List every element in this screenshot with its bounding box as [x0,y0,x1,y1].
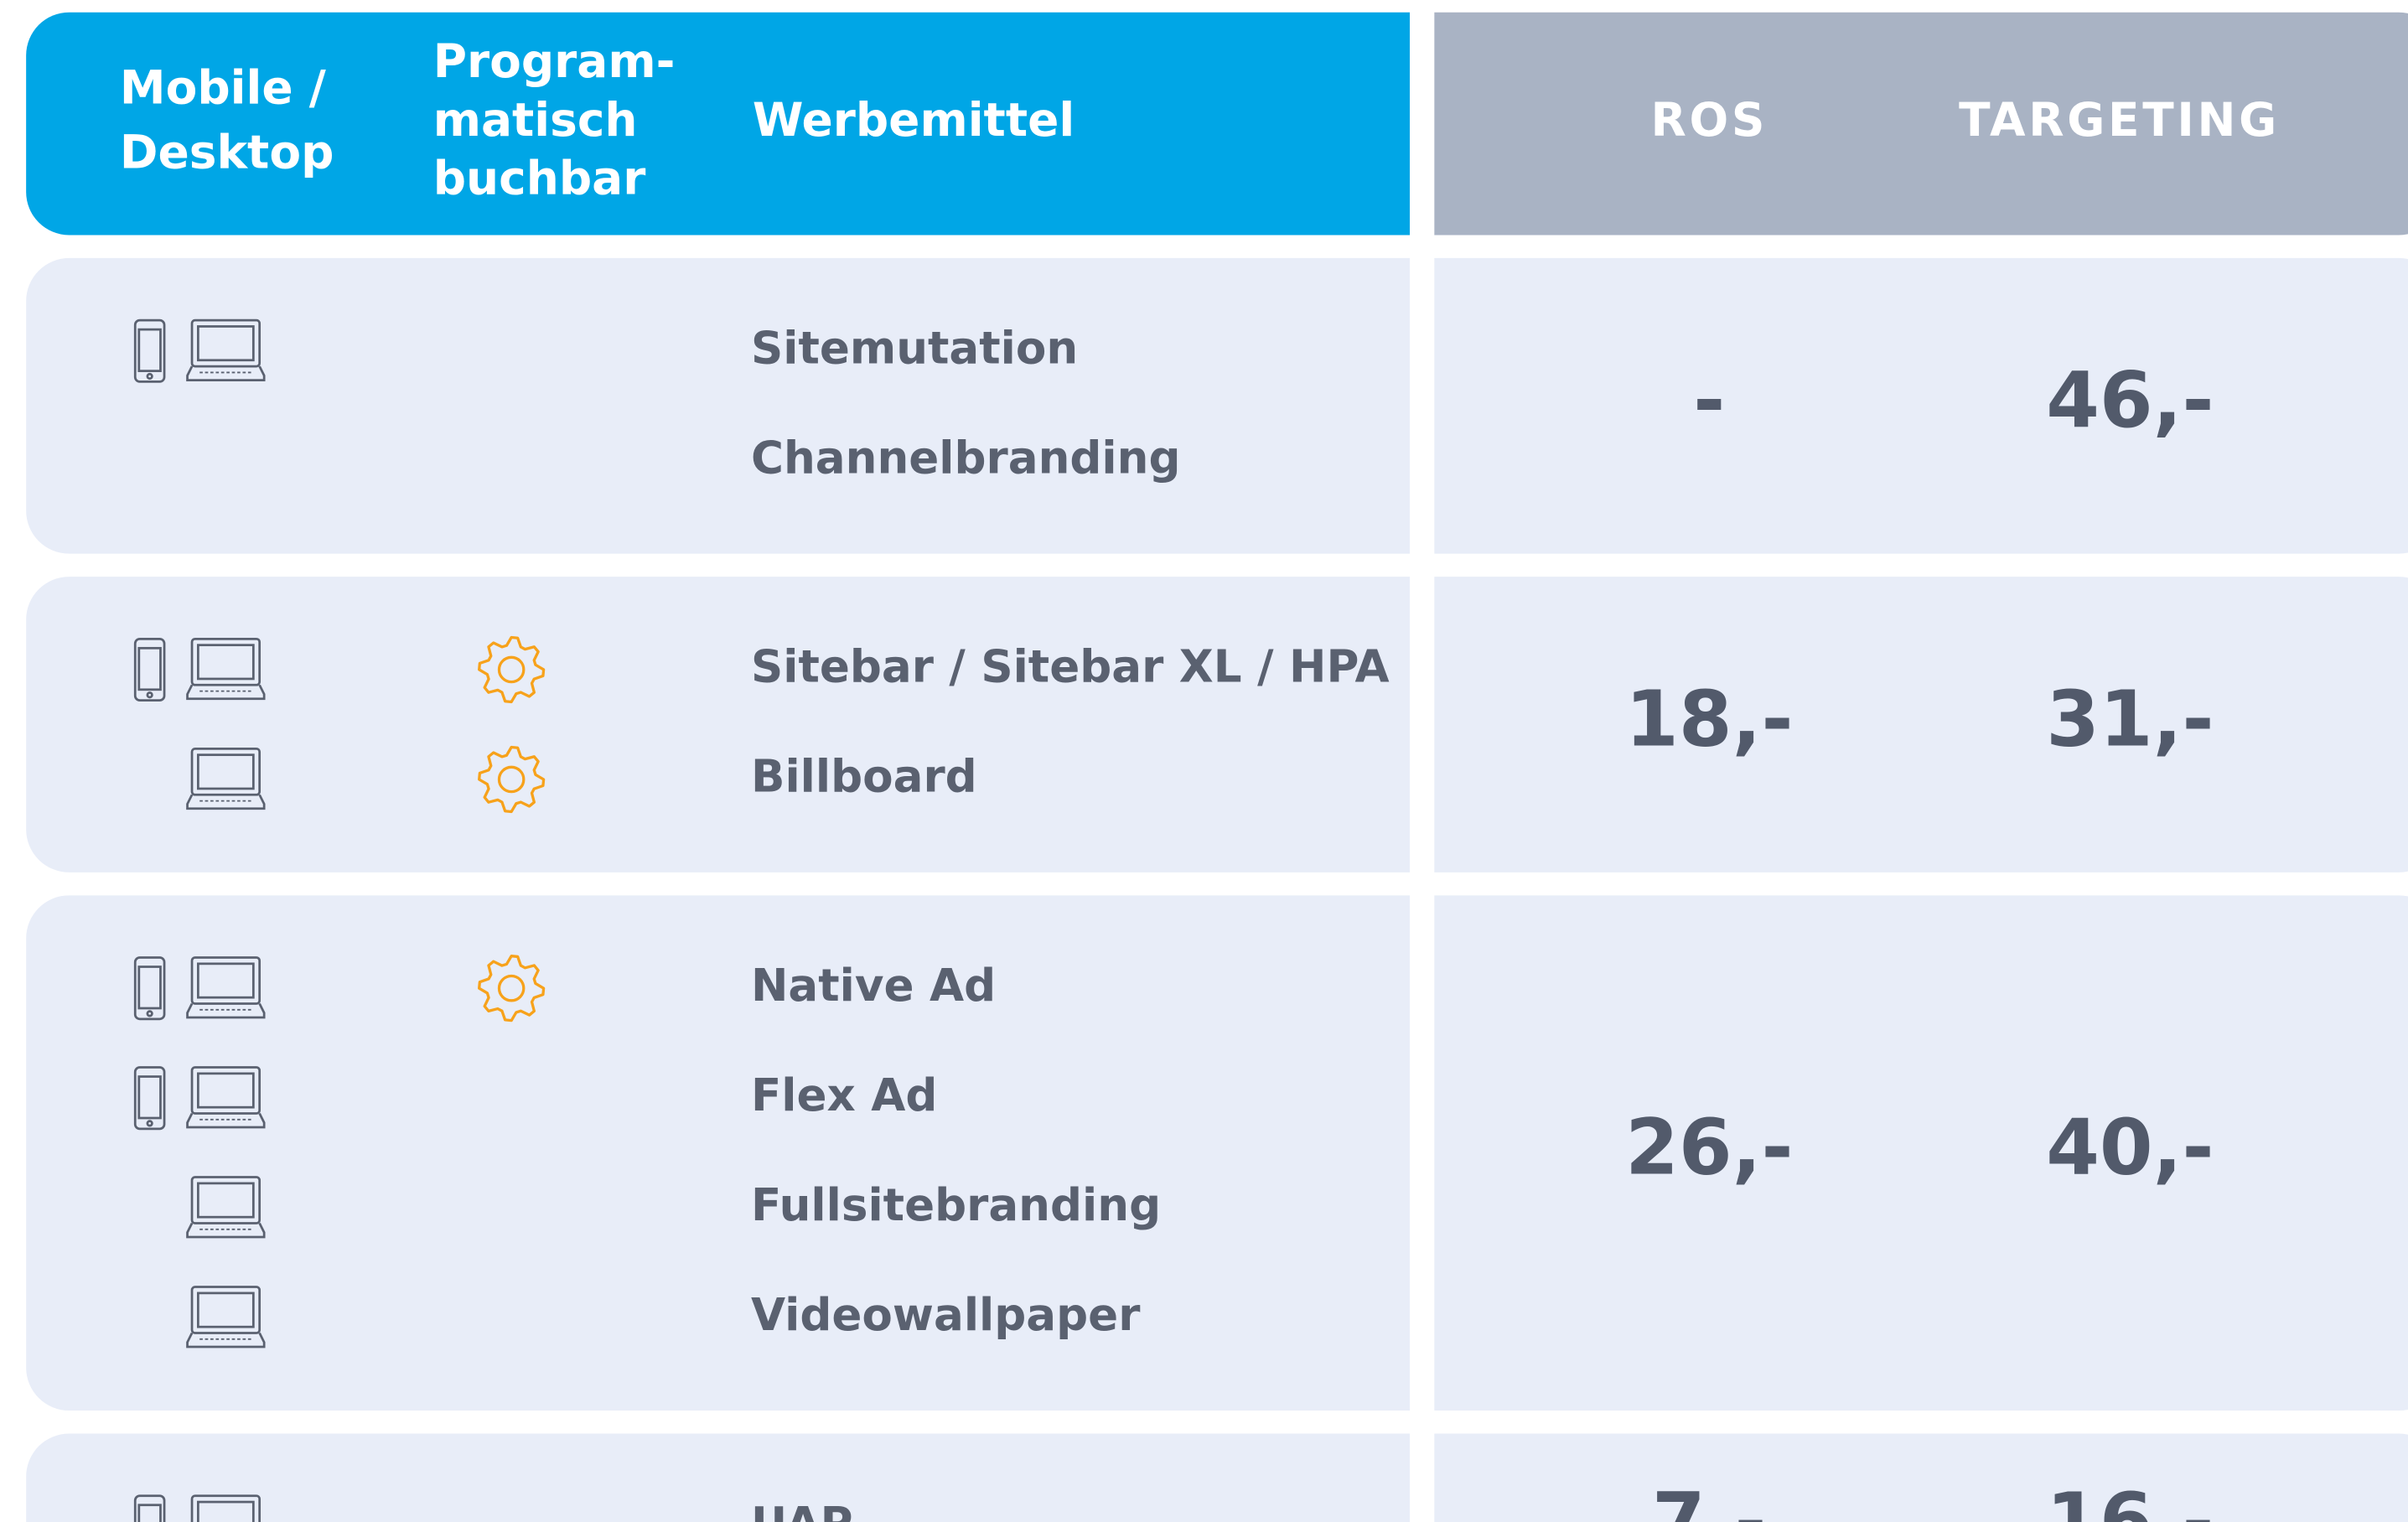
phone-body [133,1494,166,1522]
laptop-display [196,753,255,790]
row-right [1434,1433,2408,1522]
format-label: Fullsitebranding [751,1179,1161,1231]
row-left [26,895,1411,1411]
laptop-screen [190,1286,262,1334]
phone-body [133,956,166,1021]
row-right [1434,577,2408,872]
targeting-price: 46,- [2046,355,2214,445]
desktop-icon [186,956,266,1019]
desktop-icon [186,1066,266,1129]
ros-price: 7,- [1652,1476,1767,1522]
laptop-screen [190,637,262,686]
desktop-icon [186,1286,266,1349]
header-label: buchbar [433,151,646,204]
format-label: Sitebar / Sitebar XL / HPA [751,641,1390,693]
desktop-icon [186,1176,266,1239]
header-label: Desktop [120,125,334,179]
laptop-base [186,1112,266,1129]
laptop-display [196,1072,255,1109]
gear-outline [478,955,546,1022]
row-left [26,257,1411,554]
programmatic-icon [478,955,546,1022]
laptop-base [186,684,266,701]
laptop-screen [190,1494,262,1522]
format-label: Channelbranding [751,432,1181,484]
mobile-icon [133,956,166,1021]
laptop-display [196,962,255,999]
gear-hole [497,974,526,1002]
desktop-icon [190,1494,262,1522]
format-label: Sitemutation [751,322,1078,374]
desktop-icon [186,637,266,701]
mobile-icon [133,318,166,383]
ros-price: - [1693,355,1725,445]
laptop-display [196,1182,255,1219]
laptop-base [186,1332,266,1349]
format-label: Billboard [751,751,977,803]
header-label: ROS [1651,93,1768,147]
phone-screen [137,1075,162,1120]
laptop-screen [190,747,262,796]
format-label: UAP [751,1498,853,1522]
mobile-icon [133,1494,166,1522]
targeting-price: 40,- [2046,1103,2214,1193]
row-right [1434,257,2408,554]
laptop-base [186,365,266,381]
phone-button [146,372,153,380]
phone-screen [137,646,162,691]
targeting-price: 31,- [2046,674,2214,764]
phone-button [146,1010,153,1017]
header-label: Program- [433,34,676,88]
laptop-display [196,1292,255,1328]
mobile-icon [133,1066,166,1131]
laptop-display [196,1500,255,1522]
laptop-display [196,644,255,681]
laptop-screen [190,956,262,1005]
header-left [26,12,1411,236]
phone-button [146,1120,153,1127]
laptop-screen [190,318,262,368]
desktop-icon [186,747,266,810]
phone-body [133,318,166,383]
phone-screen [137,328,162,372]
row-right [1434,895,2408,1411]
phone-body [133,1066,166,1131]
gear-outline [478,635,546,704]
laptop-base [186,1222,266,1239]
ros-price: 18,- [1625,674,1793,764]
laptop-screen [190,1066,262,1115]
laptop-base [186,1002,266,1019]
programmatic-icon [478,635,546,704]
format-label: Videowallpaper [751,1289,1141,1341]
ros-price: 26,- [1625,1103,1793,1193]
header-label: Werbemittel [753,93,1075,147]
gear-hole [497,655,526,684]
format-label: Native Ad [751,960,996,1012]
phone-screen [137,965,162,1010]
gear-hole [497,765,526,794]
gear-outline [478,745,546,814]
header-label: matisch [433,93,638,147]
desktop-icon [186,318,266,381]
laptop-display [196,325,255,362]
header-label: TARGETING [1959,93,2280,147]
row-left [26,577,1411,872]
programmatic-icon [478,745,546,814]
phone-button [146,691,153,699]
mobile-icon [133,637,166,701]
phone-screen [137,1504,162,1522]
phone-body [133,637,166,701]
format-label: Flex Ad [751,1069,937,1121]
header-label: Mobile / [120,60,327,114]
row-left [26,1433,1411,1522]
laptop-screen [190,1176,262,1224]
targeting-price: 16,- [2046,1476,2214,1522]
laptop-base [186,794,266,810]
header-right [1434,12,2408,236]
